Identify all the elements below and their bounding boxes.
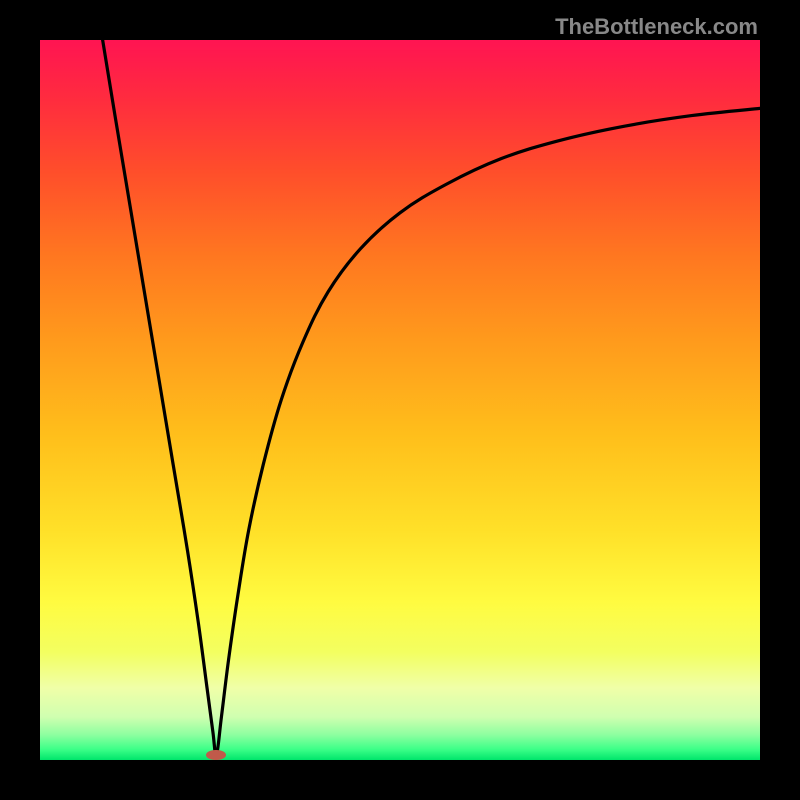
bottleneck-curve	[40, 40, 760, 760]
plot-area	[40, 40, 760, 760]
watermark-text: TheBottleneck.com	[555, 14, 758, 40]
figure-container: TheBottleneck.com	[0, 0, 800, 800]
